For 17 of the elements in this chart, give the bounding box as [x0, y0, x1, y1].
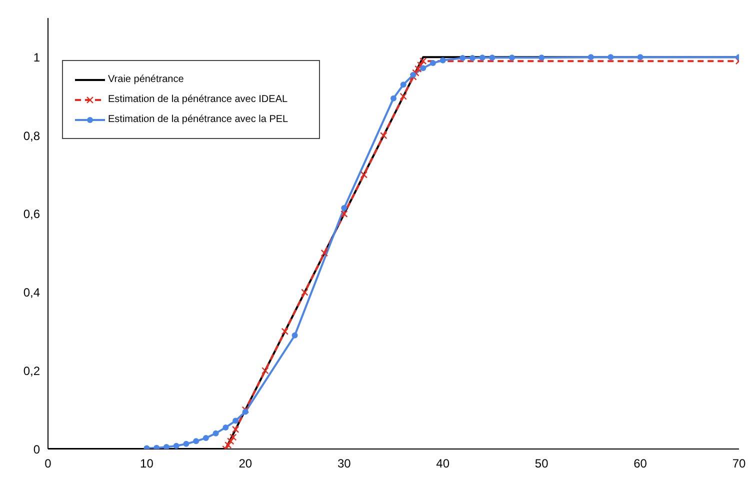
y-tick-label: 0,2 — [23, 364, 40, 378]
x-tick-label: 20 — [238, 456, 252, 471]
legend-label: Vraie pénétrance — [108, 74, 184, 85]
x-tick-label: 10 — [140, 456, 154, 471]
legend-label: Estimation de la pénétrance avec IDEAL — [108, 94, 288, 105]
legend-label: Estimation de la pénétrance avec la PEL — [108, 114, 288, 125]
y-tick-label: 0,6 — [23, 207, 40, 222]
x-tick-label: 30 — [337, 456, 352, 471]
y-tick-label: 1 — [33, 50, 40, 64]
y-tick-label: 0,8 — [23, 128, 40, 143]
x-tick-label: 60 — [634, 456, 648, 471]
x-tick-label: 40 — [436, 456, 450, 471]
y-tick-label: 0 — [33, 442, 40, 456]
y-tick-label: 0,4 — [23, 286, 40, 300]
x-tick-label: 50 — [534, 456, 549, 471]
x-tick-label: 70 — [732, 456, 746, 471]
x-tick-label: 0 — [44, 456, 52, 471]
